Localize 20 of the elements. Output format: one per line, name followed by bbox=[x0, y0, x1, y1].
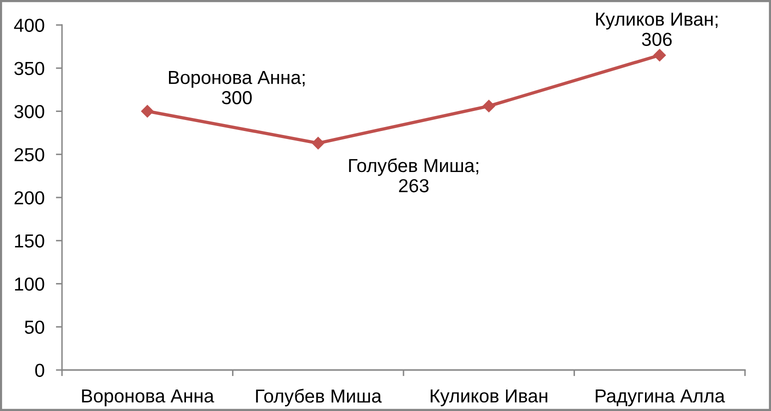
y-tick-label: 350 bbox=[14, 62, 44, 76]
point bbox=[653, 48, 666, 62]
y-tick-label: 0 bbox=[35, 364, 44, 377]
point bbox=[312, 136, 325, 150]
y-tick-label: 300 bbox=[14, 104, 44, 118]
annotation: Воронова Анна; 300 bbox=[168, 71, 305, 104]
y-tick-label: 50 bbox=[24, 320, 44, 334]
y-tick-label: 200 bbox=[14, 191, 44, 204]
y-tick-label: 150 bbox=[15, 234, 44, 248]
annotation: Куликов Иван; 306 bbox=[596, 12, 718, 46]
point bbox=[482, 100, 496, 113]
point bbox=[140, 104, 154, 118]
y-tick-label: 250 bbox=[14, 148, 44, 162]
x-tick-label: Радугина Алла bbox=[596, 389, 725, 406]
x-tick-label: Голубев Миша bbox=[256, 388, 382, 406]
y-tick-label: 400 bbox=[14, 18, 44, 32]
y-tick-label: 100 bbox=[15, 277, 44, 291]
x-tick-label: Воронова Анна bbox=[82, 389, 214, 406]
annotation: Голубев Миша; 263 bbox=[349, 158, 478, 192]
x-tick-label: Куликов Иван bbox=[430, 389, 548, 406]
